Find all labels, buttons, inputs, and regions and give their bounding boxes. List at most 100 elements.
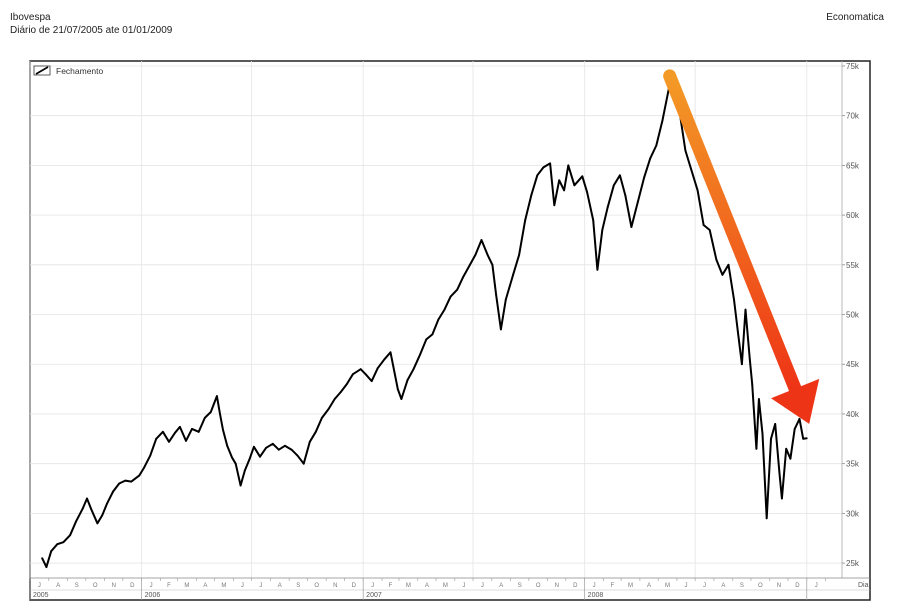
data-point bbox=[612, 184, 615, 187]
x-month-label: J bbox=[371, 583, 374, 589]
data-point bbox=[406, 379, 409, 381]
y-axis: 25k 30k 35k 40k 45k 50k 55k 60k 65k 70k 75k bbox=[841, 61, 860, 578]
x-month-label: O bbox=[314, 583, 319, 589]
data-point bbox=[524, 219, 527, 222]
x-month-label: A bbox=[56, 583, 60, 589]
data-point bbox=[690, 169, 693, 172]
data-point bbox=[75, 520, 77, 523]
data-point bbox=[86, 497, 88, 500]
x-month-label: N bbox=[112, 583, 116, 589]
y-tick-label: 75k bbox=[846, 62, 860, 71]
data-point bbox=[793, 428, 796, 430]
data-point bbox=[549, 162, 551, 165]
x-month-label: O bbox=[758, 583, 763, 589]
data-point bbox=[661, 119, 664, 122]
data-point bbox=[96, 522, 99, 525]
x-month-label: S bbox=[75, 583, 79, 589]
data-point bbox=[191, 428, 193, 430]
data-point bbox=[619, 174, 621, 177]
data-point bbox=[56, 543, 59, 546]
data-point bbox=[431, 333, 434, 336]
data-point bbox=[400, 398, 403, 400]
data-point bbox=[130, 480, 133, 483]
x-month-label: D bbox=[352, 583, 357, 589]
data-point bbox=[781, 497, 783, 500]
data-point bbox=[168, 440, 170, 443]
data-point bbox=[567, 164, 570, 167]
plot-frame bbox=[29, 60, 871, 601]
data-point bbox=[124, 479, 127, 482]
data-point bbox=[596, 268, 599, 271]
x-month-label: M bbox=[443, 583, 448, 589]
data-point bbox=[359, 368, 362, 371]
data-point bbox=[443, 308, 446, 311]
data-point bbox=[284, 444, 286, 447]
data-point bbox=[376, 367, 379, 370]
data-point bbox=[553, 204, 556, 207]
data-point bbox=[364, 373, 367, 376]
data-point bbox=[751, 383, 754, 385]
data-point bbox=[715, 258, 718, 261]
data-point bbox=[512, 273, 514, 276]
data-point bbox=[314, 430, 317, 433]
y-tick-label: 45k bbox=[846, 360, 860, 369]
data-point bbox=[345, 383, 348, 385]
data-point bbox=[500, 328, 502, 331]
data-point bbox=[216, 395, 218, 397]
x-year-label: 2008 bbox=[588, 592, 604, 599]
data-point bbox=[370, 380, 373, 382]
data-point bbox=[197, 430, 200, 433]
data-point bbox=[425, 338, 428, 341]
data-point bbox=[222, 429, 224, 431]
data-point bbox=[321, 417, 323, 419]
data-point bbox=[778, 472, 781, 475]
x-axis-label: Dia bbox=[858, 582, 869, 589]
x-year-label: 2007 bbox=[366, 592, 382, 599]
x-month-label: D bbox=[795, 583, 800, 589]
data-point bbox=[185, 439, 187, 442]
x-month-label: F bbox=[389, 583, 393, 589]
legend-label: Fechamento bbox=[56, 66, 104, 76]
x-year-label: 2005 bbox=[33, 592, 49, 599]
source-label: Economatica bbox=[826, 12, 884, 23]
x-month-label: F bbox=[610, 583, 614, 589]
data-point bbox=[203, 417, 206, 419]
data-point bbox=[259, 455, 261, 458]
data-point bbox=[649, 157, 652, 160]
arrow-shaft bbox=[663, 69, 802, 396]
x-month-label: J bbox=[241, 583, 244, 589]
data-point bbox=[504, 298, 507, 301]
data-point bbox=[389, 351, 392, 354]
data-point bbox=[536, 174, 539, 177]
data-point bbox=[592, 219, 595, 222]
data-point bbox=[162, 430, 164, 433]
x-month-label: A bbox=[203, 583, 207, 589]
y-tick-label: 25k bbox=[846, 559, 860, 568]
data-point bbox=[758, 398, 760, 400]
y-tick-label: 70k bbox=[846, 112, 860, 121]
legend-line-icon bbox=[35, 66, 49, 75]
x-month-label: M bbox=[628, 583, 633, 589]
data-point bbox=[530, 194, 533, 197]
x-month-label: A bbox=[278, 583, 282, 589]
data-point bbox=[106, 502, 108, 505]
data-point bbox=[296, 454, 299, 457]
data-point bbox=[339, 391, 342, 393]
x-month-label: J bbox=[462, 583, 465, 589]
data-point bbox=[684, 149, 687, 152]
data-point bbox=[219, 413, 221, 415]
data-point bbox=[581, 175, 584, 178]
y-tick-label: 50k bbox=[846, 311, 860, 320]
data-point bbox=[239, 484, 242, 487]
data-point bbox=[265, 446, 267, 449]
x-month-label: S bbox=[296, 583, 300, 589]
x-month-label: M bbox=[665, 583, 670, 589]
data-point bbox=[231, 456, 234, 459]
data-point bbox=[437, 318, 440, 321]
y-tick-label: 65k bbox=[846, 161, 860, 170]
data-point bbox=[69, 534, 71, 537]
data-point bbox=[138, 474, 141, 477]
data-point bbox=[81, 507, 84, 510]
y-tick-label: 55k bbox=[846, 261, 860, 270]
